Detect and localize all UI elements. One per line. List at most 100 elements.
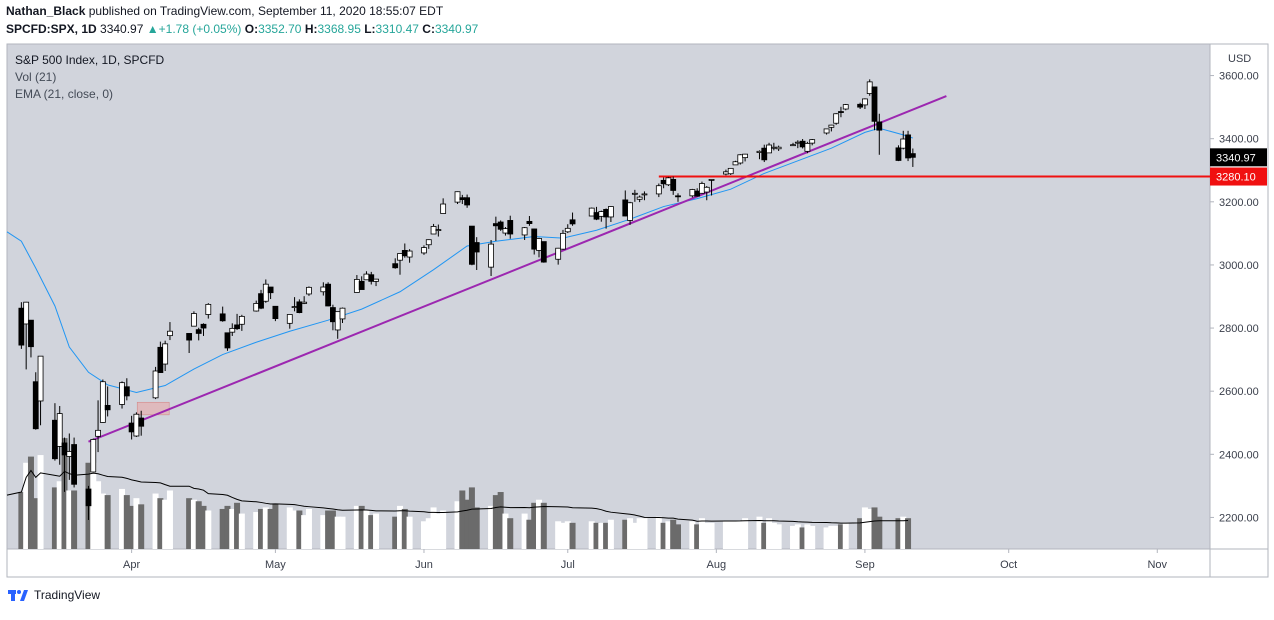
symbol-label[interactable]: SPCFD:SPX, 1D <box>6 22 97 36</box>
candle-up <box>66 451 73 457</box>
chart-frame <box>6 43 1269 578</box>
candle-up <box>262 283 269 302</box>
candle-down <box>459 197 466 201</box>
time-tick-label: Nov <box>1147 559 1167 571</box>
candle-up <box>641 193 648 196</box>
volume-bar <box>401 508 408 549</box>
volume-bar <box>833 525 840 549</box>
volume-bar <box>363 510 370 549</box>
tradingview-brand[interactable]: TradingView <box>34 588 101 602</box>
candle-down <box>761 147 768 161</box>
candle-up <box>90 439 97 473</box>
volume-bar <box>162 499 169 549</box>
volume-bar <box>420 521 427 549</box>
publish-info: published on TradingView.com, September … <box>88 4 444 18</box>
candle-up <box>804 143 811 152</box>
time-tick-label: Sep <box>855 559 875 571</box>
volume-bar <box>588 521 595 549</box>
candle-down <box>675 195 681 198</box>
volume-bar <box>670 519 677 549</box>
volume-bar <box>809 525 816 549</box>
price-tick-label: 2400.00 <box>1219 449 1259 461</box>
ema-legend[interactable]: EMA (21, close, 0) <box>15 87 113 101</box>
candle-down <box>895 147 902 161</box>
candle-down <box>358 280 365 290</box>
volume-bar <box>190 499 197 549</box>
volume-bar <box>104 495 111 549</box>
candle-down <box>909 153 916 158</box>
volume-bar <box>205 510 212 549</box>
volume-bar <box>770 522 777 549</box>
ema-line <box>6 127 914 393</box>
candle-down <box>670 179 677 191</box>
author-name[interactable]: Nathan_Black <box>6 4 86 18</box>
candle-up <box>167 330 173 337</box>
candle-up <box>727 167 734 175</box>
volume-bar <box>689 521 696 549</box>
candle-up <box>162 343 169 365</box>
volume-bar <box>425 518 432 549</box>
candle-down <box>469 225 475 265</box>
candle-up <box>205 303 212 315</box>
candle-up <box>353 279 360 293</box>
candle-up <box>823 128 830 134</box>
candle-down <box>186 333 193 341</box>
candle-down <box>603 208 610 218</box>
plot-background <box>7 44 1210 549</box>
candle-up <box>406 250 413 258</box>
candle-down <box>52 419 58 460</box>
volume-bar <box>440 510 447 549</box>
candle-down <box>61 442 68 456</box>
tradingview-logo-icon[interactable] <box>8 588 28 602</box>
candle-down <box>622 199 629 217</box>
volume-bar <box>138 504 145 549</box>
time-axis-panel[interactable] <box>7 549 1210 577</box>
volume-bar <box>732 521 739 549</box>
volume-bar <box>186 498 193 549</box>
candle-up <box>790 144 796 147</box>
time-tick-label: Jul <box>561 559 575 571</box>
candle-up <box>708 179 715 181</box>
open-label: O: <box>244 22 259 36</box>
candle-up <box>900 138 907 149</box>
volume-bar <box>655 516 662 549</box>
volume-bar <box>56 481 63 549</box>
candle-up <box>502 228 509 234</box>
high-value: 3368.95 <box>317 22 361 36</box>
price-axis-ticks: 3600.00 3400.00 3200.00 3000.00 2800.00 2600.… <box>1210 71 1259 524</box>
candle-down <box>526 220 533 224</box>
price-axis-panel[interactable] <box>1210 44 1268 577</box>
volume-bar <box>464 499 471 549</box>
volume-bar <box>895 518 902 549</box>
volume-bar <box>133 498 140 549</box>
candle-up <box>229 327 236 333</box>
candle-up <box>119 382 125 405</box>
volume-bar <box>329 510 336 549</box>
high-label: H: <box>304 22 318 36</box>
candle-up <box>723 171 729 175</box>
candle-up <box>23 301 30 325</box>
volume-bar <box>368 515 375 549</box>
volume-bar <box>195 501 202 549</box>
volume-bar <box>334 516 341 549</box>
trendline-layer[interactable] <box>88 95 947 443</box>
candle-down <box>876 121 883 131</box>
volume-bar <box>229 508 236 549</box>
volume-bar <box>339 516 346 549</box>
candle-up <box>828 124 835 128</box>
candle-down <box>569 219 576 225</box>
volume-bar <box>900 516 907 549</box>
candle-down <box>28 319 34 348</box>
candle-up <box>425 239 432 246</box>
candle-up <box>133 413 140 437</box>
volume-legend[interactable]: Vol (21) <box>15 70 56 84</box>
series-title[interactable]: S&P 500 Index, 1D, SPCFD <box>15 53 165 67</box>
candle-down <box>85 488 92 507</box>
volume-bar <box>373 513 380 549</box>
candle-up <box>770 146 777 149</box>
volume-bar <box>540 502 547 549</box>
candle-up <box>842 104 849 110</box>
candle-up <box>737 154 744 164</box>
